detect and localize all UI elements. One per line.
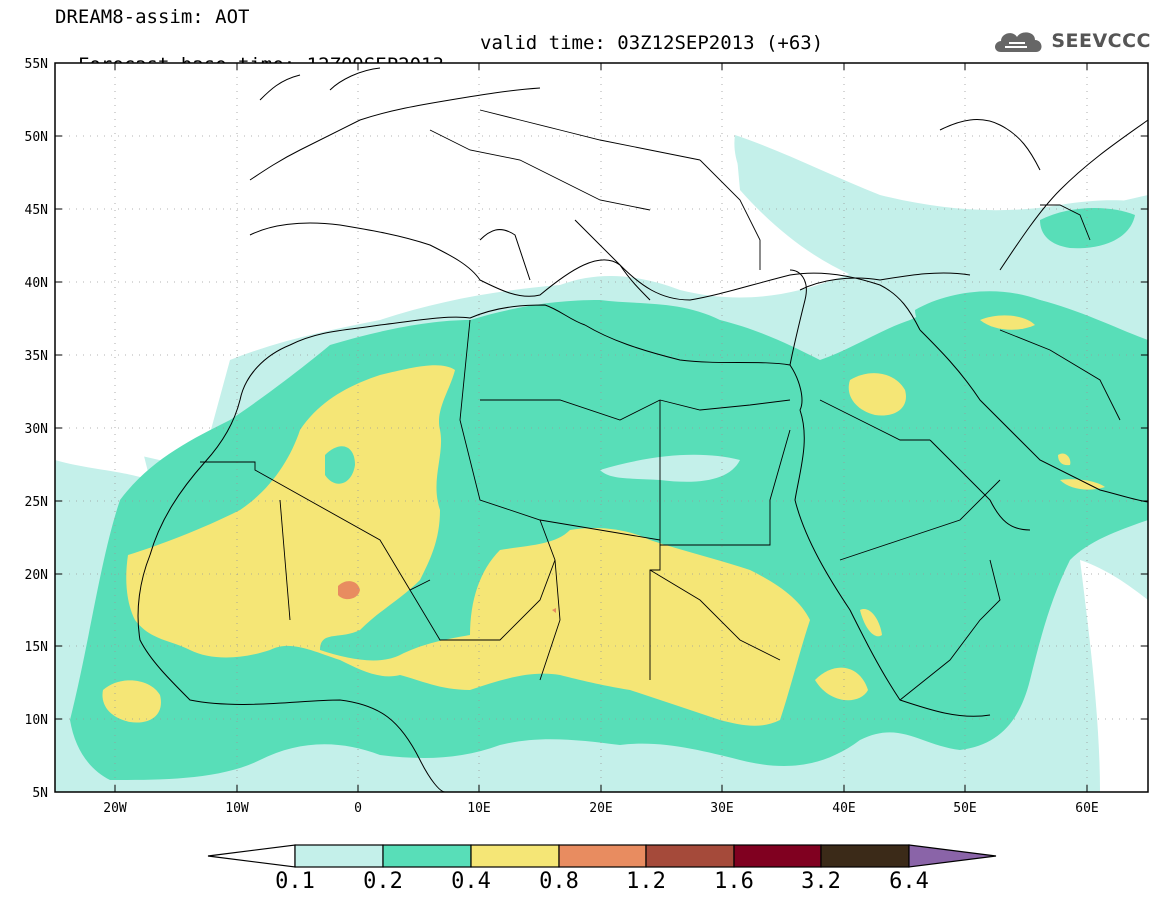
colorbar-swatch — [470, 844, 560, 868]
colorbar — [207, 844, 997, 868]
axis-ticks — [55, 62, 1148, 793]
lat-label: 50N — [25, 130, 48, 145]
colorbar-label: 0.1 — [275, 869, 315, 894]
lon-label: 30E — [710, 801, 733, 816]
lat-label: 25N — [25, 495, 48, 510]
lon-label: 60E — [1075, 801, 1098, 816]
lat-label: 20N — [25, 568, 48, 583]
map-title: DREAM8-assim: AOT — [55, 6, 250, 28]
colorbar-under-triangle — [207, 844, 296, 868]
graticule — [55, 63, 1148, 792]
colorbar-label: 3.2 — [801, 869, 841, 894]
colorbar-label: 1.2 — [626, 869, 666, 894]
lat-label: 15N — [25, 640, 48, 655]
colorbar-label: 6.4 — [889, 869, 929, 894]
cloud-icon — [995, 32, 1042, 52]
lat-label: 30N — [25, 422, 48, 437]
aot-contour-0-8 — [338, 581, 360, 600]
lat-label: 5N — [32, 786, 48, 801]
seevccc-logo: SEEVCCC — [991, 26, 1151, 56]
aot-contour-0-4 — [126, 365, 810, 726]
colorbar-swatch — [294, 844, 384, 868]
colorbar-swatch — [820, 844, 910, 868]
colorbar-over-triangle — [908, 844, 997, 868]
colorbar-swatch — [733, 844, 822, 868]
colorbar-swatch — [645, 844, 735, 868]
colorbar-label: 0.4 — [451, 869, 491, 894]
colorbar-swatch — [382, 844, 472, 868]
lon-label: 50E — [953, 801, 976, 816]
lon-label: 0 — [354, 801, 362, 816]
lat-label: 55N — [25, 57, 48, 72]
colorbar-swatch — [558, 844, 647, 868]
country-borders — [200, 109, 1121, 701]
colorbar-label: 0.2 — [363, 869, 403, 894]
lon-label: 20E — [589, 801, 612, 816]
lon-label: 10W — [225, 801, 249, 816]
valid-time: valid time: 03Z12SEP2013 (+63) — [480, 32, 824, 54]
lon-label: 20W — [103, 801, 127, 816]
aot-field — [55, 135, 1148, 792]
lat-label: 45N — [25, 203, 48, 218]
lat-label: 10N — [25, 713, 48, 728]
latitude-labels: 55N 50N 45N 40N 35N 30N 25N 20N 15N 10N … — [25, 57, 48, 801]
lon-label: 10E — [467, 801, 490, 816]
lat-label: 40N — [25, 276, 48, 291]
colorbar-label: 1.6 — [714, 869, 754, 894]
lon-label: 40E — [832, 801, 855, 816]
logo-text: SEEVCCC — [1051, 30, 1151, 52]
longitude-labels: 20W 10W 0 10E 20E 30E 40E 50E 60E — [103, 801, 1098, 816]
lat-label: 35N — [25, 349, 48, 364]
colorbar-label: 0.8 — [539, 869, 579, 894]
